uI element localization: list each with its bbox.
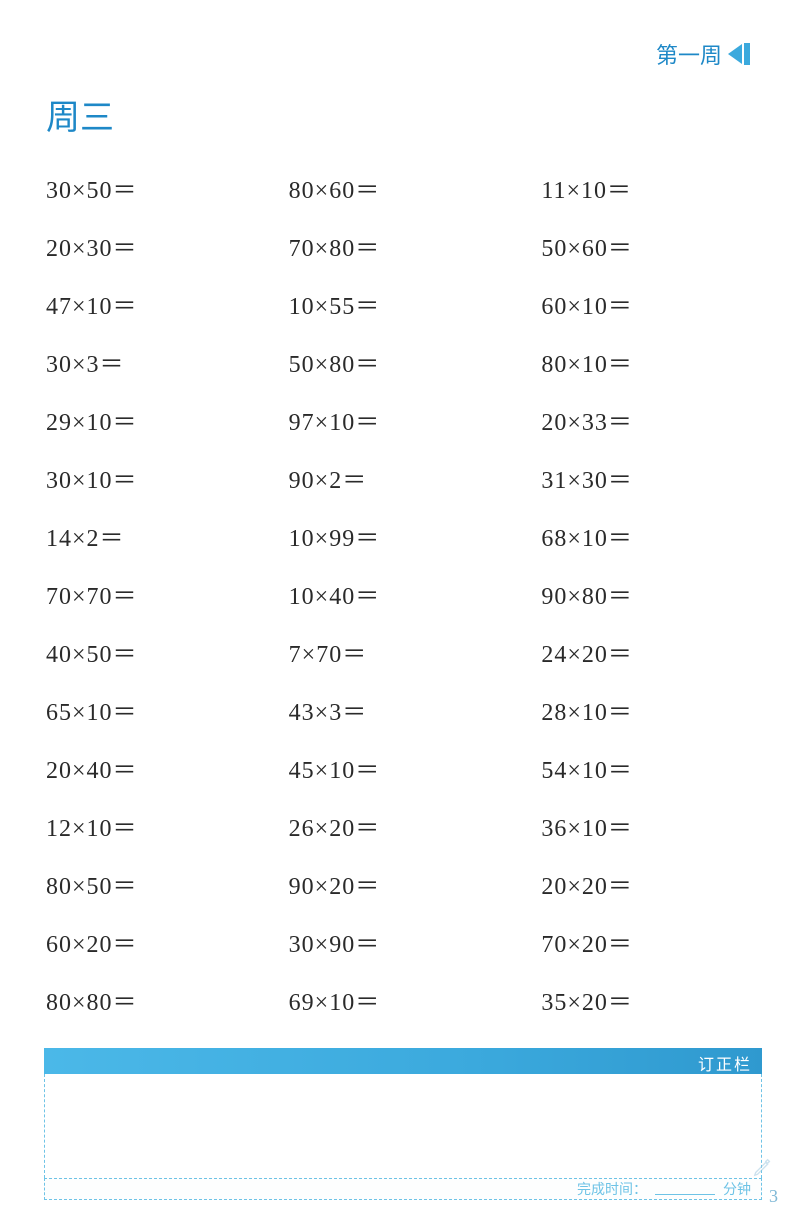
problem: 10×99＝ (279, 518, 512, 553)
problem: 30×90＝ (279, 924, 512, 959)
problem: 70×20＝ (511, 924, 744, 959)
problem: 65×10＝ (46, 692, 279, 727)
day-title: 周三 (46, 90, 114, 139)
problem: 36×10＝ (511, 808, 744, 843)
problem: 10×40＝ (279, 576, 512, 611)
problem: 35×20＝ (511, 982, 744, 1017)
problem: 24×20＝ (511, 634, 744, 669)
triangle-icon (728, 44, 742, 64)
problem: 70×70＝ (46, 576, 279, 611)
problem: 12×10＝ (46, 808, 279, 843)
block-icon (744, 43, 750, 65)
problem: 40×50＝ (46, 634, 279, 669)
problem: 28×10＝ (511, 692, 744, 727)
pencil-icon (752, 1156, 774, 1178)
problem: 90×20＝ (279, 866, 512, 901)
page-number: 3 (769, 1186, 778, 1207)
correction-header: 订正栏 (44, 1048, 762, 1074)
problem: 20×30＝ (46, 228, 279, 263)
problem: 30×3＝ (46, 344, 279, 379)
problem: 70×80＝ (279, 228, 512, 263)
correction-footer: 完成时间： 分钟 (44, 1178, 762, 1200)
problem: 20×40＝ (46, 750, 279, 785)
problem: 30×50＝ (46, 170, 279, 205)
problem: 90×80＝ (511, 576, 744, 611)
time-blank (655, 1183, 715, 1195)
problem: 26×20＝ (279, 808, 512, 843)
problem: 50×60＝ (511, 228, 744, 263)
problem: 31×30＝ (511, 460, 744, 495)
problem: 20×33＝ (511, 402, 744, 437)
problem: 80×10＝ (511, 344, 744, 379)
problem: 14×2＝ (46, 518, 279, 553)
correction-body (44, 1074, 762, 1178)
problem: 97×10＝ (279, 402, 512, 437)
problem: 29×10＝ (46, 402, 279, 437)
problem: 7×70＝ (279, 634, 512, 669)
problem: 45×10＝ (279, 750, 512, 785)
problem: 10×55＝ (279, 286, 512, 321)
problem: 43×3＝ (279, 692, 512, 727)
week-label: 第一周 (656, 38, 722, 70)
time-unit: 分钟 (723, 1179, 751, 1199)
problem: 80×60＝ (279, 170, 512, 205)
correction-box: 订正栏 完成时间： 分钟 (44, 1048, 762, 1198)
problem: 47×10＝ (46, 286, 279, 321)
problem: 50×80＝ (279, 344, 512, 379)
problem: 69×10＝ (279, 982, 512, 1017)
problem: 11×10＝ (511, 170, 744, 205)
correction-label: 订正栏 (698, 1051, 752, 1075)
problem: 80×50＝ (46, 866, 279, 901)
problem: 80×80＝ (46, 982, 279, 1017)
time-label: 完成时间： (577, 1179, 647, 1199)
problem: 30×10＝ (46, 460, 279, 495)
problems-grid: 30×50＝ 80×60＝ 11×10＝ 20×30＝ 70×80＝ 50×60… (46, 158, 744, 1028)
problem: 54×10＝ (511, 750, 744, 785)
problem: 60×20＝ (46, 924, 279, 959)
header-week-badge: 第一周 (656, 38, 750, 70)
problem: 20×20＝ (511, 866, 744, 901)
problem: 90×2＝ (279, 460, 512, 495)
problem: 68×10＝ (511, 518, 744, 553)
problem: 60×10＝ (511, 286, 744, 321)
